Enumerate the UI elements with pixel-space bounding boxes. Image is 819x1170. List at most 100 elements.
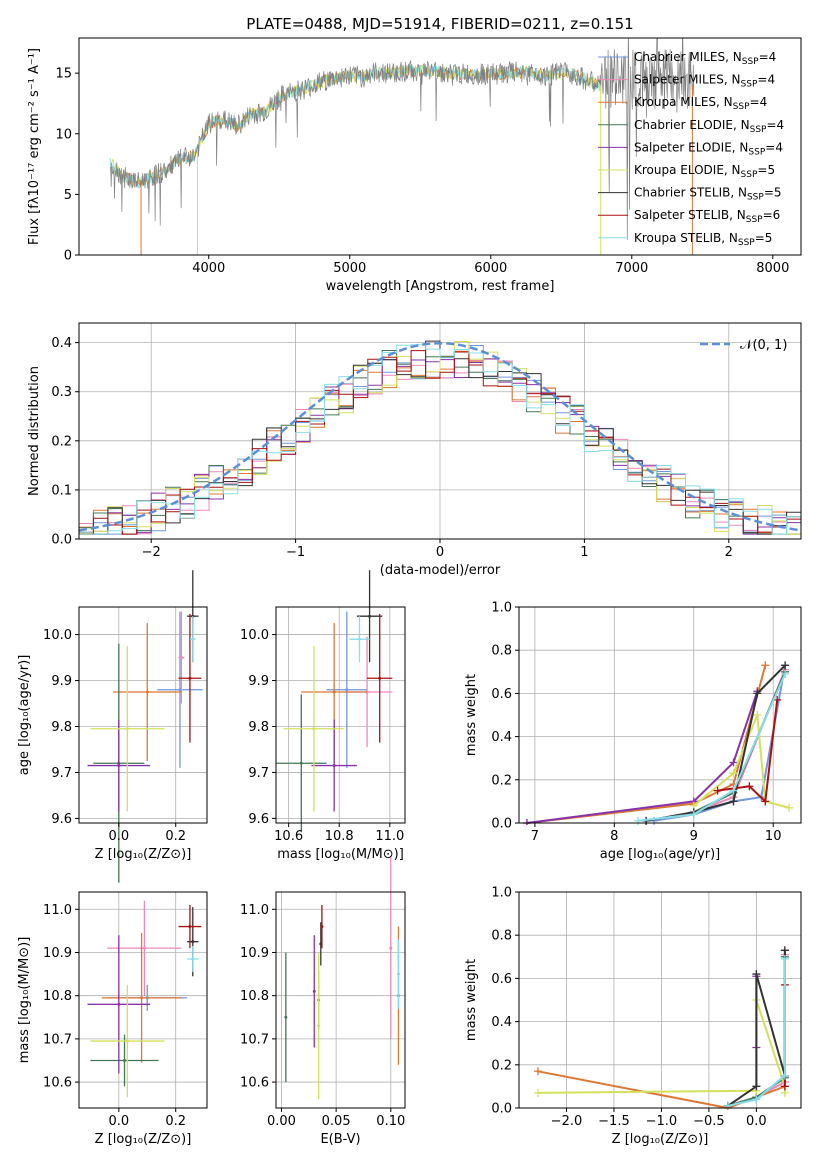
mass-vs-EBV-point bbox=[396, 972, 400, 976]
mass-vs-Z-ytick-label: 10.9 bbox=[43, 946, 72, 961]
weight-vs-age-marker bbox=[753, 689, 762, 698]
spectrum-legend-label: Kroupa MILES, NSSP=4 bbox=[634, 95, 767, 112]
mass-vs-Z-grid bbox=[79, 892, 207, 1108]
residuals-ytick-label: 0.1 bbox=[51, 483, 72, 498]
residuals-xtick-label: 0 bbox=[436, 545, 444, 560]
age-vs-Z-ytick-label: 9.7 bbox=[51, 766, 72, 781]
spectrum-ytick-label: 10 bbox=[55, 127, 72, 142]
age-vs-mass-point bbox=[312, 727, 316, 731]
mass-vs-Z-point bbox=[191, 957, 195, 961]
weight-vs-Z-marker bbox=[752, 1082, 761, 1091]
weight-vs-age-marker bbox=[753, 711, 762, 719]
weight-vs-age-marker bbox=[729, 758, 738, 767]
spectrum-axes: 4000 5000 6000 7000 8000 0 5 10 15 wavelength [An… bbox=[27, 48, 789, 294]
mass-vs-Z-point bbox=[125, 1039, 129, 1043]
mass-vs-Z-point bbox=[191, 940, 195, 944]
weight-vs-age-marker bbox=[761, 797, 770, 806]
weight-vs-age-ytick-label: 0.0 bbox=[491, 817, 512, 832]
weight-vs-Z-marker bbox=[723, 1101, 732, 1110]
residuals-ylabel: Normed distribution bbox=[27, 366, 42, 496]
residuals-legend: 𝒩(0, 1) bbox=[700, 338, 787, 353]
spectrum-xtick-label: 6000 bbox=[474, 261, 507, 276]
residuals-xtick-label: 1 bbox=[580, 545, 588, 560]
age-vs-Z-xlabel: Z [log₁₀(Z/Z⊙)] bbox=[95, 847, 192, 862]
weight-vs-age-axes: 7 8 9 10 0.0 0.2 0.4 0.6 0.8 1.0 age [log₁₀(age/yr… bbox=[464, 601, 781, 863]
spectrum-ytick-label: 15 bbox=[55, 67, 72, 82]
weight-vs-Z-xtick-label: −1.5 bbox=[598, 1114, 630, 1129]
mass-vs-EBV-point bbox=[317, 1024, 321, 1028]
age-vs-mass-xtick-label: 10.6 bbox=[274, 829, 303, 844]
mass-vs-EBV-point bbox=[312, 989, 316, 993]
mass-vs-Z-axes: 0.0 0.2 10.6 10.7 10.8 10.9 11.0 Z [log₁₀(Z/Z⊙)… bbox=[17, 903, 191, 1147]
mass-vs-EBV-xtick-label: 0.05 bbox=[322, 1114, 351, 1129]
figure-title: PLATE=0488, MJD=51914, FIBERID=0211, z=0… bbox=[246, 15, 633, 33]
residuals-xtick-label: −1 bbox=[286, 545, 305, 560]
mass-vs-EBV-point bbox=[389, 946, 393, 950]
weight-vs-Z-ytick-label: 0.6 bbox=[491, 972, 512, 987]
age-vs-Z-grid bbox=[79, 607, 207, 823]
spectrum-legend-label: Salpeter ELODIE, NSSP=4 bbox=[634, 140, 783, 157]
weight-vs-Z-ytick-label: 0.0 bbox=[491, 1102, 512, 1117]
spectrum-data-line bbox=[109, 38, 695, 240]
spectrum-panel: 4000 5000 6000 7000 8000 0 5 10 15 wavelength [An… bbox=[27, 37, 802, 294]
residuals-ytick-label: 0.2 bbox=[51, 434, 72, 449]
age-vs-mass-ytick-label: 9.9 bbox=[248, 674, 269, 689]
mass-vs-Z-point bbox=[140, 996, 144, 1000]
weight-vs-Z-ytick-label: 0.4 bbox=[491, 1015, 512, 1030]
weight-vs-Z-ytick-label: 0.8 bbox=[491, 929, 512, 944]
weight-vs-age-marker bbox=[729, 769, 738, 778]
age-vs-mass-ytick-label: 9.6 bbox=[248, 812, 269, 827]
age-vs-mass-xtick-label: 10.8 bbox=[325, 829, 354, 844]
mass-vs-Z-point bbox=[142, 946, 146, 950]
mass-vs-Z-ylabel: mass [log₁₀(M/M⊙)] bbox=[17, 937, 32, 1064]
spectrum-series bbox=[109, 38, 695, 255]
weight-vs-age-marker bbox=[634, 816, 643, 825]
mass-vs-EBV-ytick-label: 10.7 bbox=[240, 1032, 269, 1047]
mass-vs-Z-point bbox=[188, 925, 192, 929]
mass-vs-Z-ytick-label: 10.6 bbox=[43, 1076, 72, 1091]
weight-vs-age-marker bbox=[729, 786, 738, 795]
mass-vs-Z-panel: 0.0 0.2 10.6 10.7 10.8 10.9 11.0 Z [log₁₀(Z/Z⊙)… bbox=[17, 891, 208, 1147]
age-vs-mass-xtick-label: 11.0 bbox=[375, 829, 404, 844]
weight-vs-age-marker bbox=[785, 803, 794, 812]
age-vs-mass-point bbox=[345, 688, 349, 692]
spectrum-xtick-label: 7000 bbox=[615, 261, 648, 276]
spectrum-lines bbox=[109, 38, 695, 255]
residuals-xtick-label: −2 bbox=[142, 545, 161, 560]
residuals-xtick-label: 2 bbox=[725, 545, 733, 560]
spectrum-xtick-label: 8000 bbox=[756, 261, 789, 276]
age-vs-Z-point bbox=[188, 676, 192, 680]
residuals-hist-line bbox=[79, 341, 801, 535]
age-vs-mass-ytick-label: 10.0 bbox=[240, 628, 269, 643]
residuals-hist-line bbox=[79, 344, 801, 535]
residuals-ytick-label: 0.4 bbox=[51, 336, 72, 351]
mass-vs-EBV-point bbox=[320, 925, 324, 929]
weight-vs-Z-marker bbox=[533, 1067, 542, 1076]
weight-vs-Z-xlabel: Z [log₁₀(Z/Z⊙)] bbox=[612, 1132, 709, 1147]
residuals-panel: −2 −1 0 1 2 0.0 0.1 0.2 0.3 0.4 (data-model)/error… bbox=[27, 322, 802, 578]
age-vs-mass-ytick-label: 9.7 bbox=[248, 766, 269, 781]
spectrum-legend-label: Salpeter MILES, NSSP=4 bbox=[634, 73, 775, 90]
age-vs-mass-series bbox=[276, 570, 393, 833]
age-vs-Z-point bbox=[178, 688, 182, 692]
mass-vs-EBV-series bbox=[284, 857, 400, 1100]
age-vs-Z-ytick-label: 9.6 bbox=[51, 812, 72, 827]
residuals-normal-curve bbox=[79, 341, 801, 532]
weight-vs-age-xtick-label: 8 bbox=[610, 829, 618, 844]
weight-vs-age-ytick-label: 1.0 bbox=[491, 601, 512, 616]
weight-vs-age-series-line bbox=[526, 690, 759, 824]
mass-vs-EBV-panel: 0.00 0.05 0.10 10.6 10.7 10.8 10.9 11.0 E(B-V) bbox=[240, 857, 406, 1147]
weight-vs-Z-xtick-label: 0.0 bbox=[746, 1114, 767, 1129]
weight-vs-Z-xtick-label: −1.0 bbox=[646, 1114, 678, 1129]
age-vs-Z-ytick-label: 9.9 bbox=[51, 674, 72, 689]
weight-vs-age-marker bbox=[713, 786, 722, 795]
weight-vs-age-xtick-label: 7 bbox=[531, 829, 539, 844]
weight-vs-Z-xtick-label: −2.0 bbox=[551, 1114, 583, 1129]
residuals-hist-group bbox=[79, 340, 801, 535]
age-vs-mass-point bbox=[368, 614, 372, 618]
age-vs-Z-ytick-label: 10.0 bbox=[43, 628, 72, 643]
mass-vs-Z-ytick-label: 10.7 bbox=[43, 1032, 72, 1047]
age-vs-mass-point bbox=[357, 637, 361, 641]
spectrum-legend-label: Kroupa ELODIE, NSSP=5 bbox=[634, 163, 775, 180]
residuals-legend-label: 𝒩(0, 1) bbox=[740, 338, 787, 353]
